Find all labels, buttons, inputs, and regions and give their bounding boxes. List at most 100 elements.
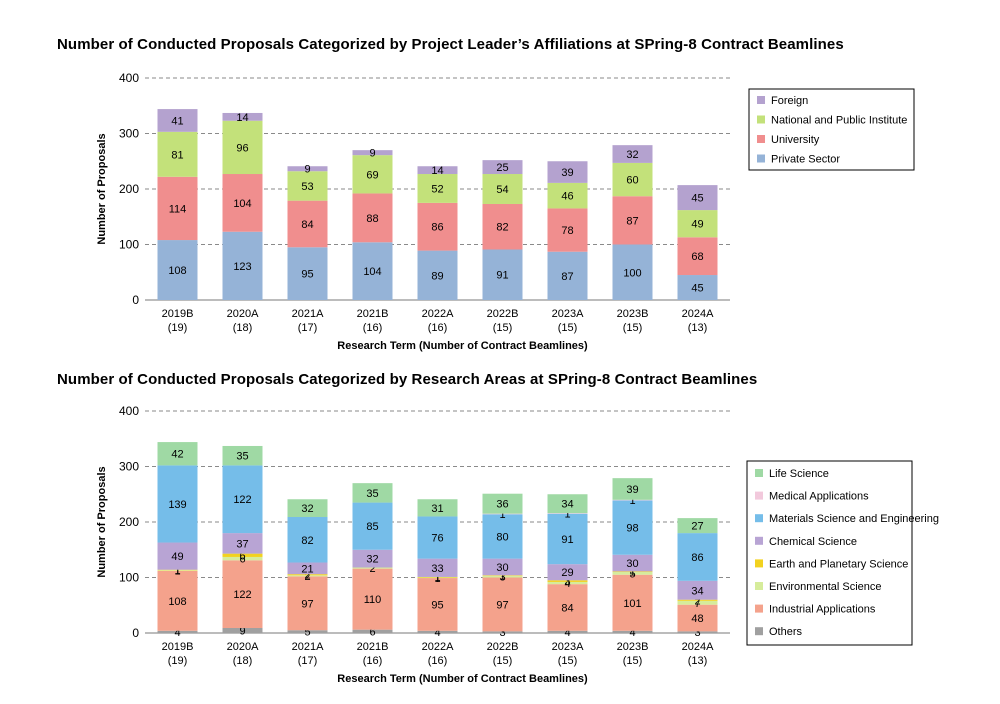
data-label: 9 [239,626,245,638]
x-tick-sublabel: (15) [623,655,643,667]
bar-segment [547,584,588,631]
bar-segment [157,630,198,633]
bar-segment [612,574,653,631]
data-label: 104 [233,198,251,210]
bar-segment [417,558,458,577]
data-label: 6 [369,626,375,638]
data-label: 36 [496,499,508,511]
x-tick-label: 2023B [617,308,649,320]
bar-segment [222,533,263,554]
bar-segment [612,244,653,300]
data-label: 1 [499,571,505,583]
data-label: 4 [629,627,635,639]
data-label: 95 [301,269,313,281]
x-tick-label: 2024A [682,641,714,653]
x-tick-label: 2021A [292,641,324,653]
bar-segment [482,575,523,576]
legend-swatch [757,135,765,143]
legend-entry: Private Sector [771,154,840,166]
data-label: 68 [691,251,703,263]
bar-segment [417,630,458,633]
data-label: 3 [499,627,505,639]
x-tick-sublabel: (19) [168,655,188,667]
data-label: 2 [369,563,375,575]
x-tick-label: 2023A [552,641,584,653]
data-label: 1 [629,567,635,579]
data-label: 80 [496,531,508,543]
x-tick-label: 2022B [487,308,519,320]
data-label: 82 [301,535,313,547]
bar-segment [352,155,393,194]
bar-segment [677,210,718,238]
data-label: 46 [561,191,573,203]
data-label: 86 [431,222,443,234]
data-label: 7 [694,598,700,610]
bar-segment [222,231,263,300]
bar-segment [222,112,263,121]
x-tick-label: 2021B [357,308,389,320]
data-label: 91 [496,270,508,282]
bar-segment [417,516,458,559]
data-label: 4 [564,627,570,639]
x-tick-label: 2023A [552,308,584,320]
x-tick-label: 2022A [422,308,454,320]
bar-segment [417,578,458,631]
data-label: 122 [233,589,251,601]
bar-segment [482,249,523,300]
bar-segment [287,576,328,631]
x-tick-label: 2024A [682,308,714,320]
data-label: 87 [561,271,573,283]
data-label: 31 [431,503,443,515]
x-tick-label: 2022A [422,641,454,653]
data-label: 29 [561,567,573,579]
x-tick-sublabel: (15) [493,322,513,334]
data-label: 2 [304,571,310,583]
x-tick-label: 2019B [162,308,194,320]
bar-segment [222,445,263,466]
data-label: 4 [434,627,440,639]
legend-entry: Materials Science and Engineering [769,513,939,525]
bar-segment [222,556,263,561]
data-label: 101 [623,598,641,610]
bar-segment [547,161,588,183]
data-label: 86 [691,552,703,564]
bar-segment [677,631,718,633]
x-tick-sublabel: (15) [623,322,643,334]
data-label: 9 [369,148,375,160]
x-tick-label: 2021A [292,308,324,320]
bar-segment [482,513,523,515]
data-label: 84 [301,219,313,231]
bar-segment [612,478,653,500]
y-tick-label: 100 [119,238,139,252]
chart-1-affiliations: 0 100 200 300 400 Number of Proposals 108 114 81… [96,71,915,352]
bar-segment [157,109,198,132]
data-label: 97 [496,599,508,611]
bar-segment [352,193,393,243]
bar-segment [417,202,458,251]
y-tick-label: 400 [119,71,139,85]
bar-segment [157,131,198,177]
bar-segment [482,577,523,632]
bar-segment [547,513,588,565]
bar-segment [417,174,458,203]
bar-segment [612,554,653,572]
y-tick-label: 0 [132,293,139,307]
data-label: 53 [301,181,313,193]
data-label: 30 [496,562,508,574]
x-tick-label: 2022B [487,641,519,653]
data-label: 34 [691,585,703,597]
data-label: 60 [626,175,638,187]
y-tick-label: 300 [119,127,139,141]
data-label: 1 [629,495,635,507]
bar-segment [287,562,328,575]
legend-entry: Others [769,626,803,638]
data-label: 3 [564,576,570,588]
bar-segment [547,182,588,209]
data-label: 95 [431,599,443,611]
bar-segment [352,567,393,569]
x-tick-sublabel: (16) [363,322,383,334]
data-label: 39 [561,167,573,179]
bar-segment [612,500,653,555]
bar-segment [157,240,198,300]
bar-segment [482,514,523,559]
